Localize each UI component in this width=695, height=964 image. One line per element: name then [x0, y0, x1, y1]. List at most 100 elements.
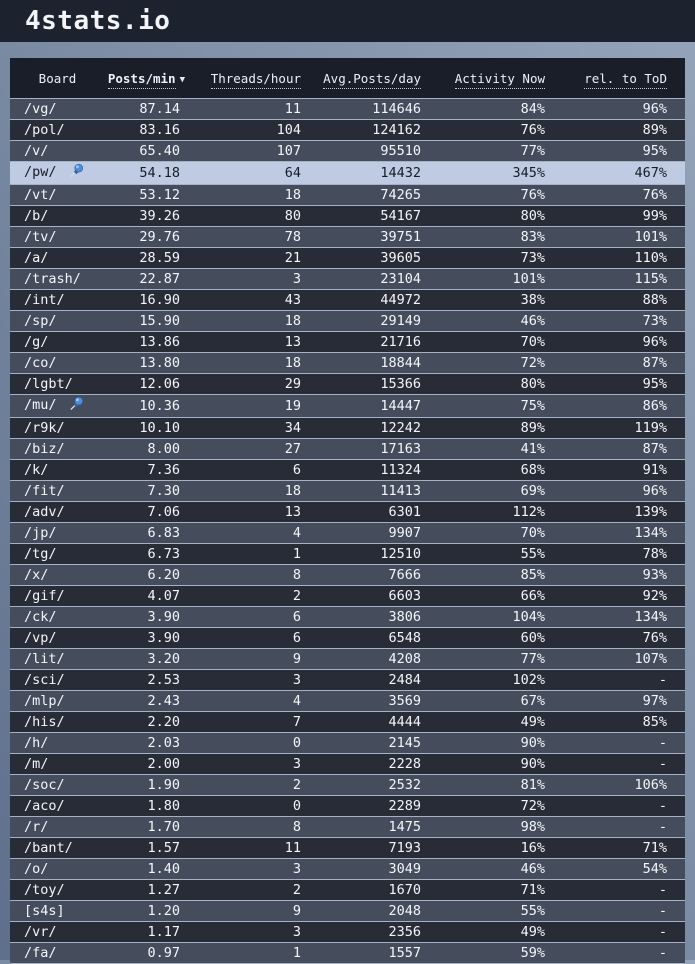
cell-activity-now: 77% [520, 143, 545, 159]
pushpin-icon[interactable] [69, 396, 84, 417]
table-row[interactable]: /v/ 65.40 107 95510 77% 95% [10, 140, 685, 162]
board-name: /jp/ [24, 525, 57, 541]
column-header-avg-posts-day[interactable]: Avg.Posts/day [311, 58, 431, 99]
cell-rel-to-tod: 95% [642, 376, 667, 392]
cell-activity-now: 104% [512, 609, 545, 625]
column-header-posts-min-label: Posts/min [107, 70, 176, 89]
table-row[interactable]: /sci/ 2.53 3 2484 102% - [10, 669, 685, 691]
cell-activity-now: 41% [520, 441, 545, 457]
table-row[interactable]: /mu/ 10.36 19 14447 75% 86% [10, 394, 685, 418]
table-row[interactable]: /aco/ 1.80 0 2289 72% - [10, 795, 685, 817]
column-header-rel-to-tod[interactable]: rel. to ToD [555, 58, 685, 99]
table-row[interactable]: /a/ 28.59 21 39605 73% 110% [10, 247, 685, 269]
cell-avg-posts-day: 4444 [388, 714, 421, 730]
cell-activity-now: 90% [520, 756, 545, 772]
table-row[interactable]: /g/ 13.86 13 21716 70% 96% [10, 331, 685, 353]
cell-posts-min: 1.20 [147, 903, 180, 919]
board-name: /m/ [24, 756, 49, 772]
table-row[interactable]: /o/ 1.40 3 3049 46% 54% [10, 858, 685, 880]
table-row[interactable]: /r9k/ 10.10 34 12242 89% 119% [10, 417, 685, 439]
table-row[interactable]: /int/ 16.90 43 44972 38% 88% [10, 289, 685, 311]
column-header-threads-hour-label: Threads/hour [210, 70, 301, 89]
cell-board: /toy/ [10, 880, 105, 901]
table-row[interactable]: /lgbt/ 12.06 29 15366 80% 95% [10, 373, 685, 395]
pushpin-icon[interactable] [69, 163, 84, 184]
column-header-threads-hour[interactable]: Threads/hour [190, 58, 311, 99]
table-row[interactable]: /m/ 2.00 3 2228 90% - [10, 753, 685, 775]
site-title[interactable]: 4stats.io [25, 6, 171, 36]
cell-activity-now: 76% [520, 187, 545, 203]
cell-activity-now: 72% [520, 798, 545, 814]
titlebar: 4stats.io [0, 0, 695, 42]
cell-threads-hour: 18 [284, 187, 301, 203]
table-row[interactable]: /b/ 39.26 80 54167 80% 99% [10, 205, 685, 227]
cell-board: /k/ [10, 460, 105, 481]
cell-activity-now: 46% [520, 861, 545, 877]
cell-board: /bant/ [10, 838, 105, 859]
table-row[interactable]: /gif/ 4.07 2 6603 66% 92% [10, 585, 685, 607]
cell-posts-min: 1.80 [147, 798, 180, 814]
cell-threads-hour: 4 [292, 693, 301, 709]
cell-avg-posts-day: 1670 [388, 882, 421, 898]
cell-board: /mlp/ [10, 691, 105, 712]
board-name: /int/ [24, 292, 65, 308]
table-row[interactable]: /fa/ 0.97 1 1557 59% - [10, 942, 685, 964]
table-row[interactable]: /fit/ 7.30 18 11413 69% 96% [10, 480, 685, 502]
cell-avg-posts-day: 124162 [372, 122, 421, 138]
cell-board: /ck/ [10, 607, 105, 628]
table-row[interactable]: /mlp/ 2.43 4 3569 67% 97% [10, 690, 685, 712]
cell-avg-posts-day: 74265 [380, 187, 421, 203]
table-row[interactable]: /vt/ 53.12 18 74265 76% 76% [10, 184, 685, 206]
table-row[interactable]: /biz/ 8.00 27 17163 41% 87% [10, 438, 685, 460]
cell-avg-posts-day: 2145 [388, 735, 421, 751]
table-row[interactable]: /co/ 13.80 18 18844 72% 87% [10, 352, 685, 374]
table-row[interactable]: /his/ 2.20 7 4444 49% 85% [10, 711, 685, 733]
cell-posts-min: 2.20 [147, 714, 180, 730]
table-row[interactable]: /ck/ 3.90 6 3806 104% 134% [10, 606, 685, 628]
cell-threads-hour: 11 [284, 840, 301, 856]
table-row[interactable]: /pw/ 54.18 64 14432 345% 467% [10, 161, 685, 185]
table-row[interactable]: /lit/ 3.20 9 4208 77% 107% [10, 648, 685, 670]
board-name: /fit/ [24, 483, 65, 499]
cell-activity-now: 90% [520, 735, 545, 751]
table-row[interactable]: /pol/ 83.16 104 124162 76% 89% [10, 119, 685, 141]
table-row[interactable]: /x/ 6.20 8 7666 85% 93% [10, 564, 685, 586]
table-row[interactable]: /tg/ 6.73 1 12510 55% 78% [10, 543, 685, 565]
table-row[interactable]: /h/ 2.03 0 2145 90% - [10, 732, 685, 754]
cell-avg-posts-day: 2289 [388, 798, 421, 814]
cell-avg-posts-day: 23104 [380, 271, 421, 287]
table-row[interactable]: /bant/ 1.57 11 7193 16% 71% [10, 837, 685, 859]
board-name: /k/ [24, 462, 49, 478]
cell-rel-to-tod: - [658, 945, 667, 961]
cell-threads-hour: 3 [292, 924, 301, 940]
cell-posts-min: 1.40 [147, 861, 180, 877]
cell-threads-hour: 64 [284, 165, 301, 181]
table-row[interactable]: /adv/ 7.06 13 6301 112% 139% [10, 501, 685, 523]
cell-activity-now: 59% [520, 945, 545, 961]
table-row[interactable]: /toy/ 1.27 2 1670 71% - [10, 879, 685, 901]
cell-rel-to-tod: 96% [642, 334, 667, 350]
cell-threads-hour: 11 [284, 101, 301, 117]
column-header-activity-now[interactable]: Activity Now [431, 58, 555, 99]
cell-threads-hour: 9 [292, 651, 301, 667]
cell-posts-min: 3.90 [147, 609, 180, 625]
cell-board: /vr/ [10, 922, 105, 943]
table-row[interactable]: /vp/ 3.90 6 6548 60% 76% [10, 627, 685, 649]
table-row[interactable]: /soc/ 1.90 2 2532 81% 106% [10, 774, 685, 796]
table-row[interactable]: [s4s] 1.20 9 2048 55% - [10, 900, 685, 922]
table-row[interactable]: /tv/ 29.76 78 39751 83% 101% [10, 226, 685, 248]
table-row[interactable]: /vg/ 87.14 11 114646 84% 96% [10, 98, 685, 120]
table-row[interactable]: /r/ 1.70 8 1475 98% - [10, 816, 685, 838]
column-header-posts-min[interactable]: Posts/min ▼ [105, 58, 190, 99]
cell-threads-hour: 13 [284, 504, 301, 520]
table-row[interactable]: /k/ 7.36 6 11324 68% 91% [10, 459, 685, 481]
cell-posts-min: 13.86 [139, 334, 180, 350]
table-row[interactable]: /trash/ 22.87 3 23104 101% 115% [10, 268, 685, 290]
cell-threads-hour: 78 [284, 229, 301, 245]
cell-activity-now: 68% [520, 462, 545, 478]
table-row[interactable]: /sp/ 15.90 18 29149 46% 73% [10, 310, 685, 332]
sort-descending-icon: ▼ [179, 74, 185, 85]
table-row[interactable]: /jp/ 6.83 4 9907 70% 134% [10, 522, 685, 544]
cell-rel-to-tod: 467% [634, 165, 667, 181]
table-row[interactable]: /vr/ 1.17 3 2356 49% - [10, 921, 685, 943]
